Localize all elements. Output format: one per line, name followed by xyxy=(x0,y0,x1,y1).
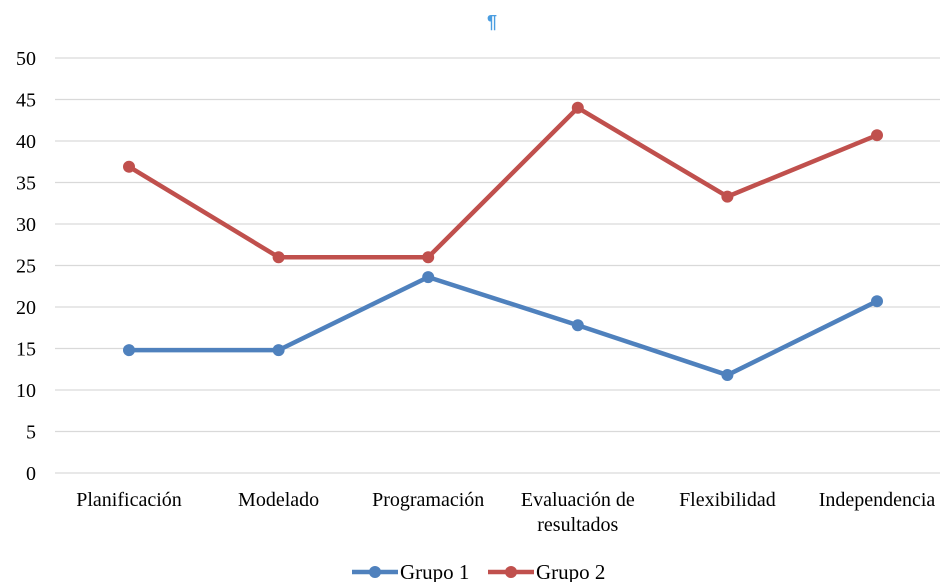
data-point xyxy=(571,101,584,114)
data-point xyxy=(422,271,435,284)
data-point xyxy=(422,251,435,264)
legend-marker xyxy=(369,566,381,578)
y-tick-label: 30 xyxy=(16,214,36,236)
legend-marker xyxy=(505,566,517,578)
y-axis-tick-labels: 0 5 10 15 20 25 30 35 40 45 50 xyxy=(16,48,36,485)
data-point xyxy=(123,344,135,357)
series-line xyxy=(126,274,880,378)
x-category-label: Flexibilidad xyxy=(679,489,776,511)
legend-label: Grupo 1 xyxy=(400,560,469,582)
gridlines xyxy=(55,57,940,474)
legend: Grupo 1 Grupo 2 xyxy=(352,560,605,582)
series-group xyxy=(123,101,883,264)
y-tick-label: 20 xyxy=(16,297,36,319)
x-category-label: resultados xyxy=(537,514,618,536)
y-tick-label: 25 xyxy=(16,256,36,278)
y-tick-label: 0 xyxy=(26,463,36,485)
data-point xyxy=(871,295,883,308)
x-category-label: Independencia xyxy=(819,489,936,511)
data-point xyxy=(123,160,135,173)
series-line xyxy=(126,105,880,260)
y-tick-label: 15 xyxy=(16,339,36,361)
series-layer xyxy=(123,101,883,382)
x-category-label: Evaluación de xyxy=(521,489,635,511)
data-point xyxy=(571,319,584,332)
data-point xyxy=(272,344,285,357)
legend-label: Grupo 2 xyxy=(536,560,605,582)
y-tick-label: 5 xyxy=(26,422,36,444)
data-point xyxy=(721,369,734,382)
data-point xyxy=(721,190,734,203)
x-category-label: Planificación xyxy=(76,489,182,511)
pilcrow-mark: ¶ xyxy=(487,12,497,32)
x-category-label: Programación xyxy=(372,489,484,511)
x-category-label: Modelado xyxy=(238,489,319,511)
y-tick-label: 45 xyxy=(16,90,36,112)
x-axis-category-labels: Planificación Modelado Programación Evaluac… xyxy=(76,489,935,536)
data-point xyxy=(272,251,285,264)
y-tick-label: 10 xyxy=(16,380,36,402)
y-tick-label: 40 xyxy=(16,131,36,153)
data-point xyxy=(871,129,883,142)
y-tick-label: 35 xyxy=(16,173,36,195)
series-group xyxy=(123,271,883,382)
y-tick-label: 50 xyxy=(16,48,36,70)
